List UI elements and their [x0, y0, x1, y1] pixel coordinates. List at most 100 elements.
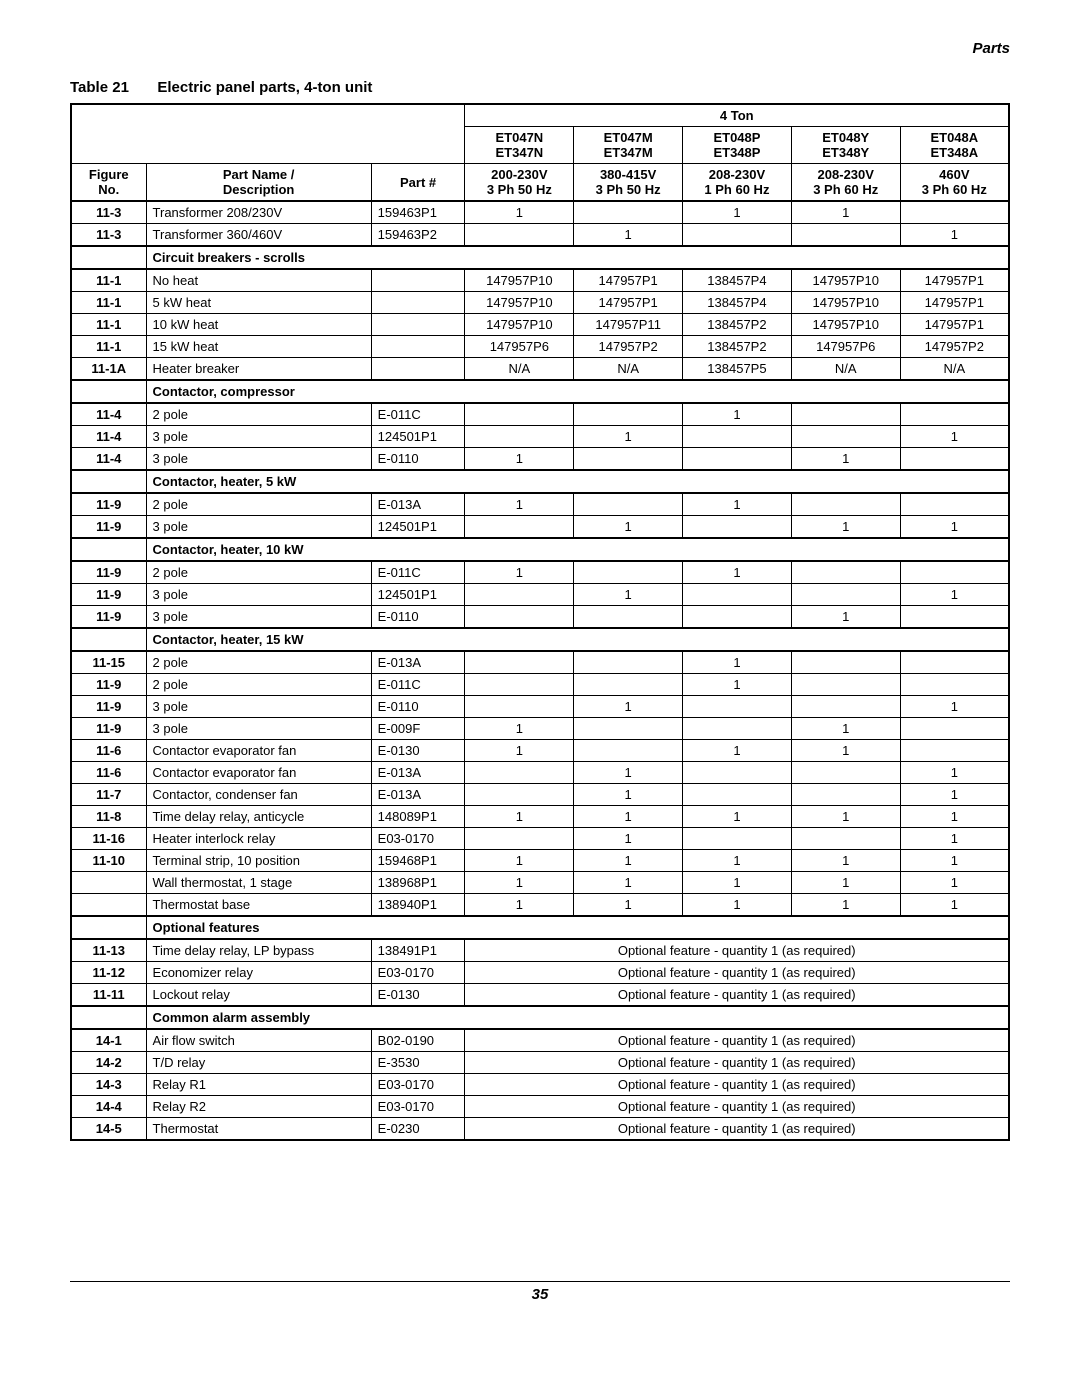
value-cell: 1	[791, 894, 900, 917]
table-row: 14-3Relay R1E03-0170Optional feature - q…	[71, 1074, 1009, 1096]
description-cell: Transformer 360/460V	[146, 224, 371, 247]
table-row: 11-6Contactor evaporator fanE-0130111	[71, 740, 1009, 762]
table-row: 11-3Transformer 208/230V159463P1111	[71, 201, 1009, 224]
partnum-cell: E-0230	[371, 1118, 465, 1141]
value-cell	[465, 403, 574, 426]
value-cell	[791, 828, 900, 850]
value-cell: 1	[574, 584, 683, 606]
value-cell	[791, 493, 900, 516]
value-cell: 1	[465, 718, 574, 740]
description-cell: Relay R1	[146, 1074, 371, 1096]
value-cell: 1	[683, 740, 792, 762]
table-row: 11-93 pole124501P1111	[71, 516, 1009, 539]
figure-cell: 11-6	[71, 740, 146, 762]
description-cell: Thermostat	[146, 1118, 371, 1141]
value-cell: 1	[900, 224, 1009, 247]
value-cell: 1	[574, 426, 683, 448]
value-cell	[683, 426, 792, 448]
figure-cell: 11-9	[71, 718, 146, 740]
voltage-header: 200-230V3 Ph 50 Hz	[465, 164, 574, 202]
table-row: Contactor, heater, 5 kW	[71, 470, 1009, 493]
value-cell	[791, 762, 900, 784]
partnum-cell: E03-0170	[371, 962, 465, 984]
parts-table-head: 4 TonET047NET347NET047MET347MET048PET348…	[71, 104, 1009, 201]
value-cell: 147957P10	[465, 269, 574, 292]
figure-cell: 11-15	[71, 651, 146, 674]
value-cell: 1	[900, 762, 1009, 784]
partnum-cell: 138491P1	[371, 939, 465, 962]
description-cell: Heater breaker	[146, 358, 371, 381]
table-row: 11-93 poleE-01101	[71, 606, 1009, 629]
model-header: ET047NET347N	[465, 127, 574, 164]
figure-cell: 14-1	[71, 1029, 146, 1052]
value-cell	[791, 784, 900, 806]
column-header-row: FigureNo.Part Name /DescriptionPart #200…	[71, 164, 1009, 202]
value-cell	[465, 828, 574, 850]
value-cell: 1	[574, 828, 683, 850]
value-cell: 1	[574, 762, 683, 784]
value-cell: 1	[900, 516, 1009, 539]
table-row: 11-93 poleE-009F11	[71, 718, 1009, 740]
value-cell: 1	[574, 850, 683, 872]
value-cell: 1	[791, 718, 900, 740]
value-cell	[574, 651, 683, 674]
value-cell: 1	[574, 784, 683, 806]
page-number: 35	[70, 1286, 1010, 1303]
model-header: ET048YET348Y	[791, 127, 900, 164]
value-cell	[791, 651, 900, 674]
description-cell: Contactor, condenser fan	[146, 784, 371, 806]
value-cell: 1	[900, 894, 1009, 917]
description-cell: 3 pole	[146, 584, 371, 606]
table-row: 11-12Economizer relayE03-0170Optional fe…	[71, 962, 1009, 984]
parts-table: 4 TonET047NET347NET047MET347MET048PET348…	[70, 103, 1010, 1141]
description-cell: Contactor evaporator fan	[146, 762, 371, 784]
partnum-cell: 159463P2	[371, 224, 465, 247]
value-cell: 147957P1	[900, 292, 1009, 314]
figure-cell: 11-9	[71, 516, 146, 539]
partnum-cell: E-0130	[371, 984, 465, 1007]
partnum-cell: 148089P1	[371, 806, 465, 828]
partnum-cell: E-013A	[371, 784, 465, 806]
partnum-header: Part #	[371, 164, 465, 202]
value-cell: 1	[791, 806, 900, 828]
value-cell: 1	[900, 584, 1009, 606]
figure-cell: 11-13	[71, 939, 146, 962]
partnum-cell: E-013A	[371, 651, 465, 674]
value-cell	[900, 674, 1009, 696]
value-cell	[465, 584, 574, 606]
value-cell: 138457P2	[683, 314, 792, 336]
value-cell: 138457P4	[683, 269, 792, 292]
value-cell: 1	[574, 894, 683, 917]
value-cell	[791, 674, 900, 696]
value-cell	[900, 651, 1009, 674]
table-row: Circuit breakers - scrolls	[71, 246, 1009, 269]
figure-cell	[71, 894, 146, 917]
partnum-cell: E-011C	[371, 561, 465, 584]
partnum-cell: E-0110	[371, 448, 465, 471]
table-row: 11-42 poleE-011C1	[71, 403, 1009, 426]
description-cell: Thermostat base	[146, 894, 371, 917]
table-row: 11-1No heat147957P10147957P1138457P41479…	[71, 269, 1009, 292]
figure-cell: 11-3	[71, 201, 146, 224]
description-cell: Contactor evaporator fan	[146, 740, 371, 762]
table-number: Table 21	[70, 79, 129, 96]
description-cell: 3 pole	[146, 718, 371, 740]
value-cell	[683, 516, 792, 539]
value-cell	[574, 201, 683, 224]
description-cell: Lockout relay	[146, 984, 371, 1007]
value-cell: 1	[574, 516, 683, 539]
description-cell: 2 pole	[146, 403, 371, 426]
value-cell	[683, 828, 792, 850]
model-header: ET048PET348P	[683, 127, 792, 164]
table-caption: Table 21 Electric panel parts, 4-ton uni…	[70, 79, 1010, 97]
value-cell: 1	[683, 872, 792, 894]
value-cell: 1	[465, 806, 574, 828]
value-cell: 147957P10	[791, 292, 900, 314]
value-cell: 1	[791, 516, 900, 539]
value-cell	[465, 696, 574, 718]
value-cell	[900, 561, 1009, 584]
table-row: 11-92 poleE-011C1	[71, 674, 1009, 696]
description-cell: Transformer 208/230V	[146, 201, 371, 224]
value-cell	[683, 584, 792, 606]
figure-cell	[71, 380, 146, 403]
